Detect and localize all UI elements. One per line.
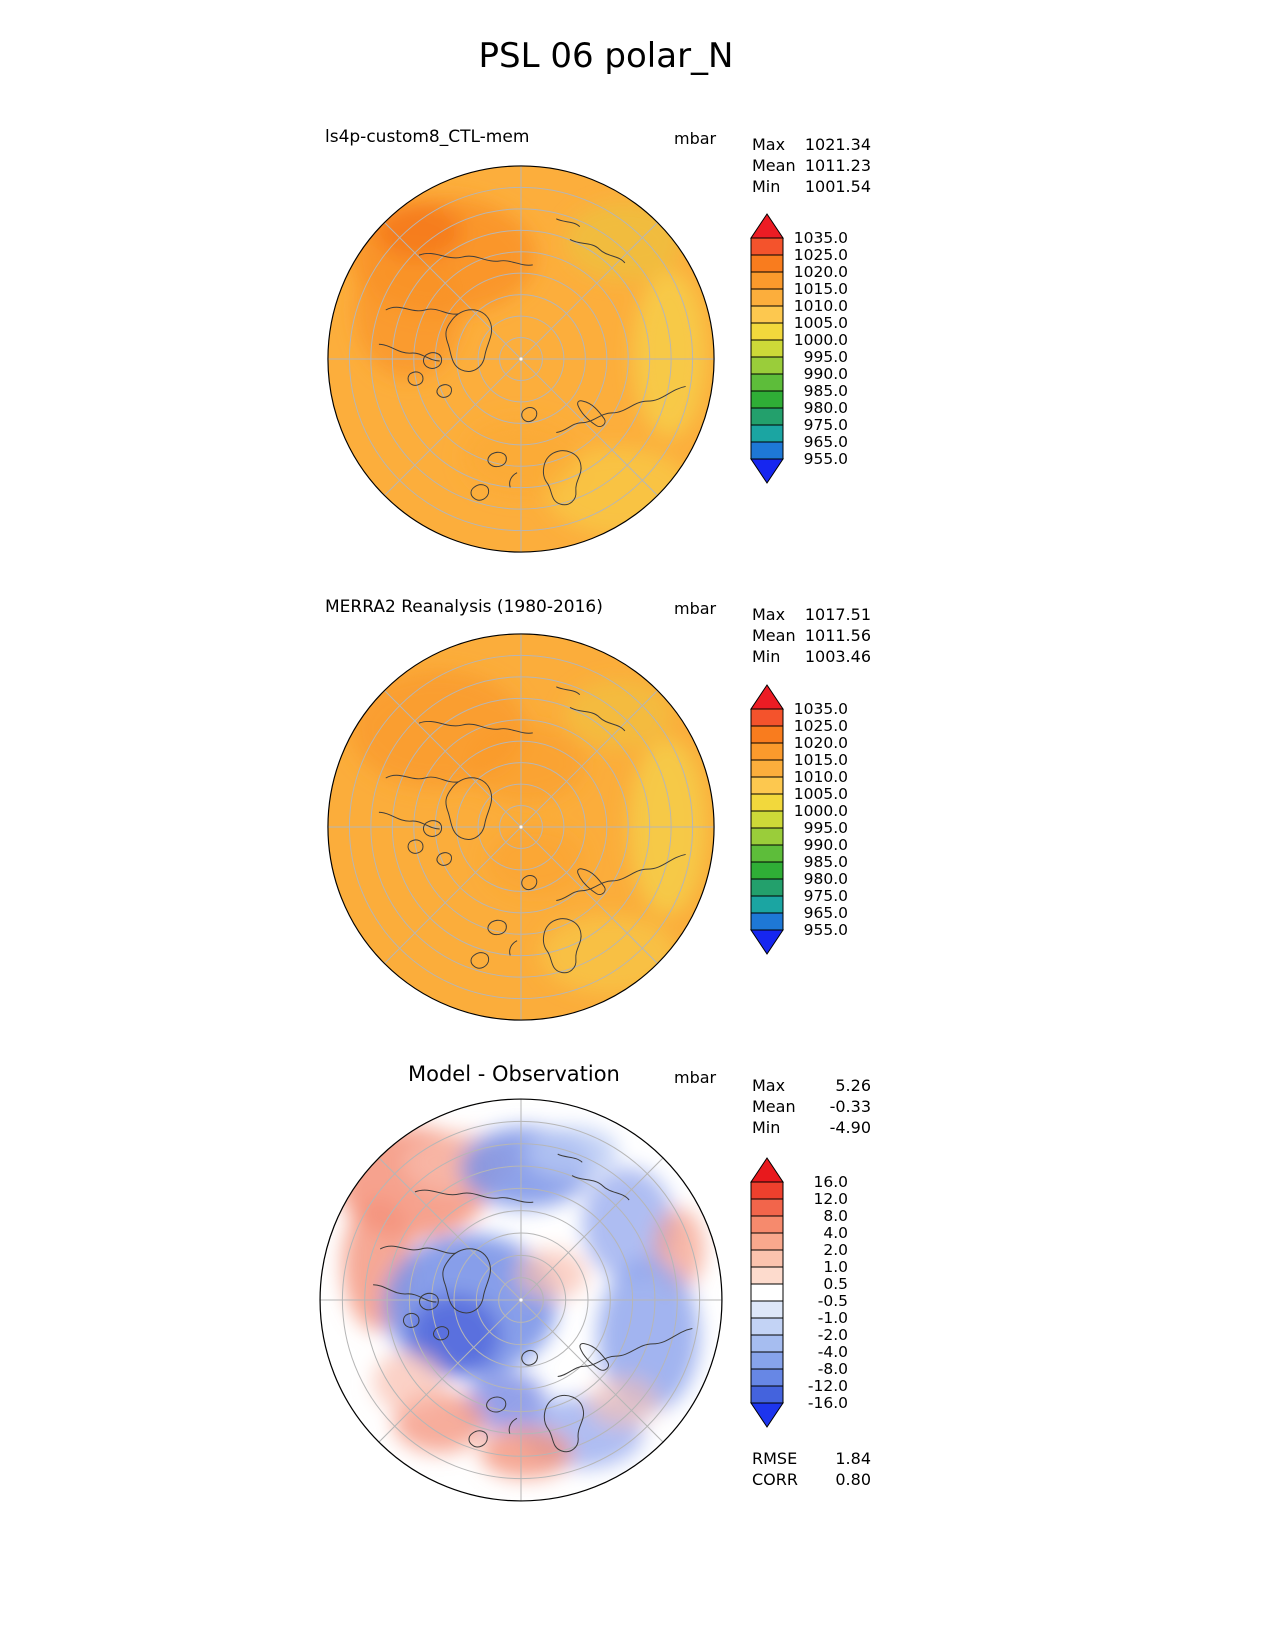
colorbar-tick-label: 985.0 [803,382,848,400]
colorbar-tick-label: 1020.0 [793,734,848,752]
colorbar-tick-label: 12.0 [813,1190,848,1208]
colorbar-tick-label: -4.0 [817,1343,848,1361]
stat-corr: CORR 0.80 [752,1469,871,1490]
stat-label-mean: Mean [752,626,796,645]
colorbar-tick-label: 1010.0 [793,297,848,315]
colorbar-tick-label: 2.0 [823,1241,848,1259]
colorbar-tick-label: 980.0 [803,870,848,888]
colorbar-tick-label: 1005.0 [793,785,848,803]
colorbar-tick-label: -1.0 [817,1309,848,1327]
colorbar-tick-label: 1035.0 [793,700,848,718]
colorbar-tick-label: -12.0 [807,1377,848,1395]
stat-value-max: 1021.34 [804,135,871,154]
colorbar-tick-label: 955.0 [803,450,848,468]
colorbar-tick-label: 995.0 [803,819,848,837]
colorbar-tick-label: 985.0 [803,853,848,871]
stat-value-mean: 1011.56 [804,626,871,645]
panel-title-observation: MERRA2 Reanalysis (1980-2016) [325,597,603,617]
polar-map-difference [317,1096,725,1504]
stat-max: Max 1021.34 [752,134,871,155]
colorbar-tick-label: 980.0 [803,399,848,417]
obs-map-svg [327,633,715,1021]
stat-mean: Mean 1011.23 [752,155,871,176]
stat-mean: Mean -0.33 [752,1096,871,1117]
stat-value-rmse: 1.84 [835,1449,871,1468]
stat-min: Min -4.90 [752,1117,871,1138]
colorbar-observation: 1035.0 1025.0 1020.0 1015.0 1010.0 1005.0 1000… [750,684,860,964]
colorbar-tick-label: 1005.0 [793,314,848,332]
colorbar-tick-label: 990.0 [803,365,848,383]
colorbar-tick-label: -2.0 [817,1326,848,1344]
colorbar-tick-label: 4.0 [823,1224,848,1242]
colorbar-strip [750,684,784,955]
colorbar-tick-label: 1025.0 [793,717,848,735]
colorbar-tick-label: 8.0 [823,1207,848,1225]
polar-map-model [325,163,717,555]
stats-block-model: Max 1021.34 Mean 1011.23 Min 1001.54 [752,134,871,197]
stat-label-min: Min [752,647,781,666]
stat-label-max: Max [752,1076,786,1095]
colorbar-strip [750,1157,784,1428]
stat-value-min: 1003.46 [804,647,871,666]
stat-value-min: 1001.54 [804,177,871,196]
colorbar-tick-label: 1035.0 [793,229,848,247]
colorbar-tick-label: 975.0 [803,887,848,905]
figure-title: PSL 06 polar_N [478,36,734,76]
stat-value-max: 1017.51 [804,605,871,624]
panel-title-difference: Model - Observation [408,1062,620,1086]
colorbar-tick-label: 965.0 [803,904,848,922]
stat-value-mean: 1011.23 [804,156,871,175]
unit-label: mbar [674,1068,717,1087]
stat-label-max: Max [752,135,786,154]
colorbar-tick-label: 1.0 [823,1258,848,1276]
stat-label-max: Max [752,605,786,624]
stat-mean: Mean 1011.56 [752,625,871,646]
stat-rmse: RMSE 1.84 [752,1448,871,1469]
stat-value-mean: -0.33 [829,1097,871,1116]
colorbar-tick-label: 16.0 [813,1173,848,1191]
stat-label-mean: Mean [752,156,796,175]
skill-stats-block: RMSE 1.84 CORR 0.80 [752,1448,871,1490]
stat-value-min: -4.90 [829,1118,871,1137]
colorbar-tick-label: 965.0 [803,433,848,451]
colorbar-tick-label: 0.5 [823,1275,848,1293]
colorbar-model: 1035.0 1025.0 1020.0 1015.0 1010.0 1005.0 1000… [750,213,860,493]
stat-min: Min 1003.46 [752,646,871,667]
polar-map-observation [325,631,717,1023]
stat-label-min: Min [752,177,781,196]
stats-block-observation: Max 1017.51 Mean 1011.56 Min 1003.46 [752,604,871,667]
stat-max: Max 1017.51 [752,604,871,625]
colorbar-tick-label: 1000.0 [793,802,848,820]
unit-label: mbar [674,129,717,148]
colorbar-tick-label: 1015.0 [793,751,848,769]
colorbar-tick-label: 1020.0 [793,263,848,281]
stat-min: Min 1001.54 [752,176,871,197]
colorbar-tick-label: 1015.0 [793,280,848,298]
stat-max: Max 5.26 [752,1075,871,1096]
colorbar-tick-label: -8.0 [817,1360,848,1378]
stat-value-max: 5.26 [835,1076,871,1095]
colorbar-tick-label: 1000.0 [793,331,848,349]
diff-map-svg [319,1098,723,1502]
colorbar-tick-label: 995.0 [803,348,848,366]
colorbar-tick-label: 990.0 [803,836,848,854]
stat-label-rmse: RMSE [752,1449,798,1468]
colorbar-tick-label: -0.5 [817,1292,848,1310]
colorbar-tick-label: 1025.0 [793,246,848,264]
colorbar-tick-label: -16.0 [807,1394,848,1412]
stats-block-difference: Max 5.26 Mean -0.33 Min -4.90 [752,1075,871,1138]
stat-value-corr: 0.80 [835,1470,871,1489]
panel-title-model: ls4p-custom8_CTL-mem [325,127,530,147]
stat-label-corr: CORR [752,1470,798,1489]
stat-label-min: Min [752,1118,781,1137]
colorbar-difference: 16.0 12.0 8.0 4.0 2.0 1.0 0.5 -0.5 -1.0 -2.0 -4.0-… [750,1157,860,1437]
colorbar-tick-label: 1010.0 [793,768,848,786]
colorbar-tick-label: 955.0 [803,921,848,939]
stat-label-mean: Mean [752,1097,796,1116]
unit-label: mbar [674,599,717,618]
colorbar-tick-label: 975.0 [803,416,848,434]
model-map-svg [327,165,715,553]
colorbar-strip [750,213,784,484]
